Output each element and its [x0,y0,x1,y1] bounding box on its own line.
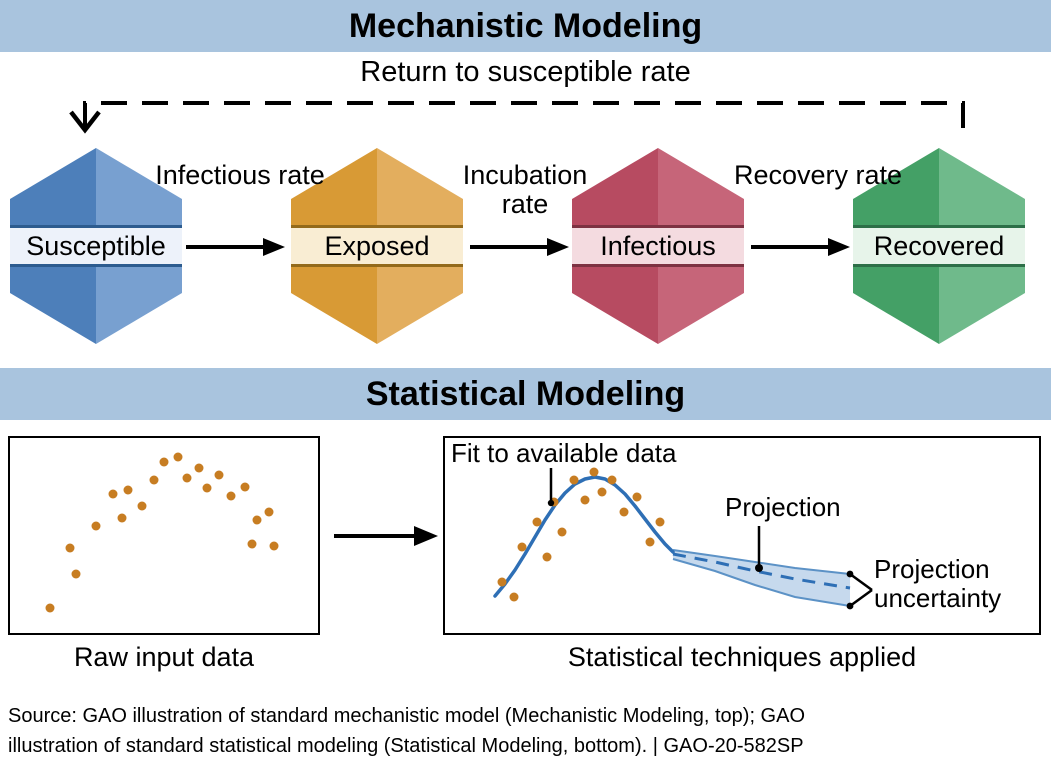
stage-hexagon-susceptible: Susceptible [10,148,182,344]
arrow-head-icon [414,526,438,546]
statistical-panel: Fit to available data Projection Project… [443,436,1041,635]
mechanistic-title: Mechanistic Modeling [348,6,703,45]
source-note: Source: GAO illustration of standard mec… [8,701,1048,761]
return-arrow-dashed-path [83,101,965,142]
projection-uncertainty-label: Projection uncertainty [874,554,1002,614]
incubation-rate-label: Incubation rate [462,160,588,219]
raw-data-panel [8,436,320,635]
infectious-rate-label: Infectious rate [155,160,325,190]
recovery-rate-label: Recovery rate [733,160,903,190]
stage-band: Infectious [572,225,744,267]
panel-transition-arrow [334,526,438,546]
source-line-2: illustration of standard statistical mod… [8,735,804,757]
stage-band: Exposed [291,225,463,267]
stage-band: Susceptible [10,225,182,267]
projection-leader-dot [755,564,763,572]
uncertainty-bracket-lower [849,588,873,608]
stage-hexagon-exposed: Exposed [291,148,463,344]
return-rate-label: Return to susceptible rate [360,56,691,88]
stage-label: Exposed [324,230,430,261]
statistical-section-header: Statistical Modeling [0,368,1051,420]
uncertainty-bracket-upper [849,572,873,592]
stage-label: Infectious [600,230,716,261]
stage-band: Recovered [853,225,1025,267]
statistical-fit-plot [493,467,873,610]
stage-label: Recovered [873,230,1005,261]
fit-plot-annotation-layer [547,468,873,610]
fit-to-data-label: Fit to available data [451,438,677,468]
statistical-title: Statistical Modeling [365,374,686,413]
projection-label: Projection [725,492,841,522]
stage-label: Susceptible [26,230,166,261]
fit-plot-data-layer [493,467,851,607]
stage-hexagon-recovered: Recovered [853,148,1025,344]
return-arrow-head-icon [69,110,101,134]
fit-leader-dot [547,499,555,507]
source-line-1: Source: GAO illustration of standard mec… [8,705,806,727]
raw-input-scatter-plot [45,452,279,613]
statistical-caption: Statistical techniques applied [567,642,917,672]
raw-data-caption: Raw input data [73,642,255,672]
stage-hexagon-infectious: Infectious [572,148,744,344]
mechanistic-section-header: Mechanistic Modeling [0,0,1051,52]
